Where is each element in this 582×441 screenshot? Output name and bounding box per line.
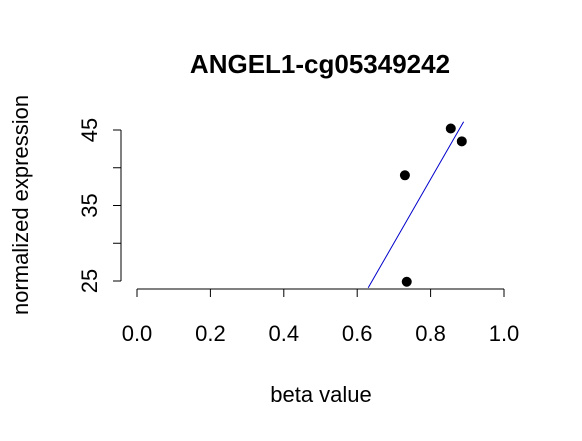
regression-line-layer	[367, 121, 465, 289]
x-tick-label: 0.6	[342, 321, 373, 346]
y-tick-label: 45	[77, 118, 102, 142]
y-tick-label: 25	[77, 269, 102, 293]
x-axis: 0.0 0.2 0.4 0.6 0.8 1.0	[122, 288, 520, 346]
y-axis: 25 35 45	[77, 118, 122, 293]
y-tick-label: 35	[77, 193, 102, 217]
data-point	[445, 123, 456, 134]
chart-title: ANGEL1-cg05349242	[190, 49, 450, 79]
x-tick-label: 0.4	[269, 321, 300, 346]
data-point	[399, 170, 410, 181]
data-point	[456, 136, 467, 147]
x-tick-label: 0.8	[415, 321, 446, 346]
x-tick-label: 1.0	[489, 321, 520, 346]
x-axis-label: beta value	[270, 382, 372, 407]
x-tick-label: 0.2	[195, 321, 226, 346]
x-tick-label: 0.0	[122, 321, 153, 346]
x-ticks: 0.0 0.2 0.4 0.6 0.8 1.0	[122, 289, 520, 346]
y-axis-label: normalized expression	[8, 95, 33, 315]
data-point	[401, 276, 412, 287]
y-ticks: 25 35 45	[77, 118, 121, 293]
regression-line	[367, 121, 465, 289]
data-points	[399, 123, 467, 287]
